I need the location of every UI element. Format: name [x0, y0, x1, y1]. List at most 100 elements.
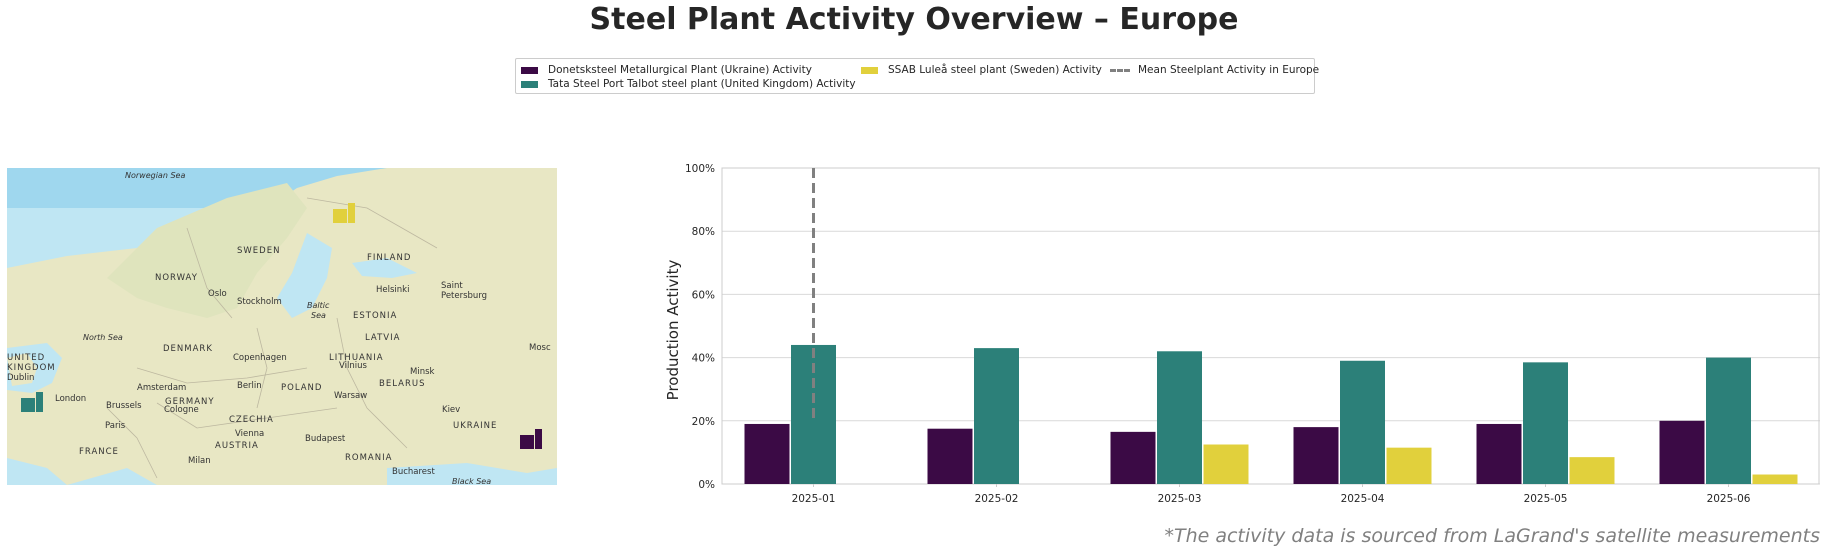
map-label-united: UNITED	[7, 353, 45, 363]
map-label-vilnius: Vilnius	[339, 361, 367, 371]
map-label-saint: Saint	[441, 281, 463, 291]
country-borders	[106, 197, 438, 479]
legend-item-mean: Mean Steelplant Activity in Europe	[1110, 64, 1319, 76]
map-label-baltic: Baltic	[307, 301, 330, 310]
map-label-kingdom: KINGDOM	[7, 363, 56, 373]
map-label-dublin: Dublin	[7, 373, 34, 383]
bar	[1659, 420, 1705, 484]
map-label-bucharest: Bucharest	[392, 467, 435, 477]
page-title: Steel Plant Activity Overview – Europe	[589, 2, 1239, 37]
map-label-estonia: ESTONIA	[353, 311, 397, 321]
legend-swatch-donetsk	[521, 66, 538, 74]
map-label-lithuania: LITHUANIA	[329, 353, 384, 363]
bar	[1476, 423, 1522, 484]
ssab-lulea-factory-icon	[333, 209, 347, 223]
map-label-czechia: CZECHIA	[229, 415, 274, 425]
map-label-france: FRANCE	[79, 447, 119, 457]
y-tick-label: 80%	[692, 226, 715, 238]
ssab-lulea-chimney-icon	[348, 203, 355, 223]
bar	[1203, 444, 1249, 484]
port-talbot-factory-icon	[21, 398, 35, 412]
border-7	[106, 407, 158, 479]
port-talbot-chimney-icon	[36, 392, 43, 412]
bar	[1523, 362, 1568, 484]
map-label-finland: FINLAND	[367, 253, 411, 263]
bay-of-biscay-shape	[7, 458, 67, 485]
map-label-ukraine: UKRAINE	[453, 421, 497, 431]
map-label-baltic-sea: Sea	[311, 311, 326, 320]
map-label-cologne: Cologne	[164, 405, 199, 415]
border-2	[306, 197, 438, 249]
legend-label-donetsk: Donetsksteel Metallurgical Plant (Ukrain…	[548, 64, 812, 76]
x-tick-label: 2025-05	[1524, 493, 1568, 505]
x-tick-label: 2025-02	[975, 493, 1019, 505]
y-tick-label: 0%	[698, 479, 715, 491]
map-label-paris: Paris	[105, 421, 126, 431]
bar	[1157, 351, 1202, 484]
y-tick-label: 20%	[692, 416, 715, 428]
legend-swatch-mean	[1110, 68, 1130, 72]
ssab-lulea-marker	[333, 203, 355, 223]
bar	[1752, 474, 1798, 484]
bar	[927, 428, 973, 484]
activity-chart: Production Activity 0% 20% 40% 60% 80% 100% 20…	[660, 160, 1820, 514]
donetsk-chimney-icon	[535, 429, 542, 449]
x-tick-label: 2025-01	[792, 493, 836, 505]
x-tick-label: 2025-06	[1707, 493, 1751, 505]
bar	[744, 423, 790, 484]
bar	[1293, 427, 1339, 484]
port-talbot-marker	[21, 392, 43, 412]
y-axis-title: Production Activity	[664, 260, 682, 401]
map-label-brussels: Brussels	[106, 401, 142, 411]
map-label-copenhagen: Copenhagen	[233, 353, 287, 363]
map-label-black-sea: Black Sea	[452, 477, 491, 485]
bar	[1706, 357, 1751, 484]
map-label-north-sea: North Sea	[83, 333, 123, 342]
activity-chart-svg: Production Activity 0% 20% 40% 60% 80% 100% 20…	[664, 163, 1820, 505]
europe-map-svg: Norwegian Sea SWEDEN FINLAND NORWAY Oslo…	[7, 168, 557, 485]
gulf-of-finland-shape	[352, 258, 417, 278]
legend-item-donetsk: Donetsksteel Metallurgical Plant (Ukrain…	[521, 64, 812, 76]
map-label-helsinki: Helsinki	[376, 285, 409, 295]
map-label-petersburg: Petersburg	[441, 291, 487, 301]
map-label-norway: NORWAY	[155, 273, 198, 283]
map-label-stockholm: Stockholm	[237, 297, 282, 307]
map-label-austria: AUSTRIA	[215, 441, 259, 451]
legend-label-mean: Mean Steelplant Activity in Europe	[1138, 64, 1320, 76]
map-label-oslo: Oslo	[208, 289, 227, 299]
map-label-germany: GERMANY	[165, 397, 215, 407]
bar	[1110, 431, 1156, 484]
border-1	[186, 227, 233, 319]
legend-label-port-talbot: Tata Steel Port Talbot steel plant (Unit…	[548, 78, 856, 90]
legend-label-lulea: SSAB Luleå steel plant (Sweden) Activity	[888, 64, 1102, 76]
border-4	[156, 402, 338, 429]
map-label-warsaw: Warsaw	[334, 391, 367, 401]
land-uk	[7, 353, 37, 386]
map-label-minsk: Minsk	[410, 367, 435, 377]
black-sea-shape	[387, 463, 557, 485]
baltic-sea-shape	[277, 233, 332, 318]
plot-frame	[721, 167, 1820, 485]
legend-item-lulea: SSAB Luleå steel plant (Sweden) Activity	[861, 64, 1102, 76]
map-label-denmark: DENMARK	[163, 344, 213, 354]
europe-map: Norwegian Sea SWEDEN FINLAND NORWAY Oslo…	[7, 168, 557, 485]
legend-swatch-port-talbot	[521, 80, 538, 88]
chart-legend: Donetsksteel Metallurgical Plant (Ukrain…	[515, 58, 1319, 94]
bar	[974, 348, 1019, 484]
map-label-poland: POLAND	[281, 383, 322, 393]
bar	[1569, 457, 1615, 484]
map-label-budapest: Budapest	[305, 434, 346, 444]
map-label-london: London	[55, 394, 86, 404]
legend-swatch-lulea	[861, 66, 878, 74]
map-label-mosc: Mosc	[529, 343, 551, 353]
donetsk-marker	[520, 429, 542, 449]
x-tick-label: 2025-04	[1341, 493, 1385, 505]
bar	[1340, 360, 1385, 484]
map-label-kiev: Kiev	[442, 405, 460, 415]
y-tick-label: 100%	[685, 163, 715, 175]
land-scandinavia	[107, 183, 307, 318]
map-label-milan: Milan	[188, 456, 211, 466]
border-3	[136, 367, 308, 384]
bar	[1386, 447, 1432, 484]
footnote: *The activity data is sourced from LaGra…	[1164, 525, 1820, 547]
